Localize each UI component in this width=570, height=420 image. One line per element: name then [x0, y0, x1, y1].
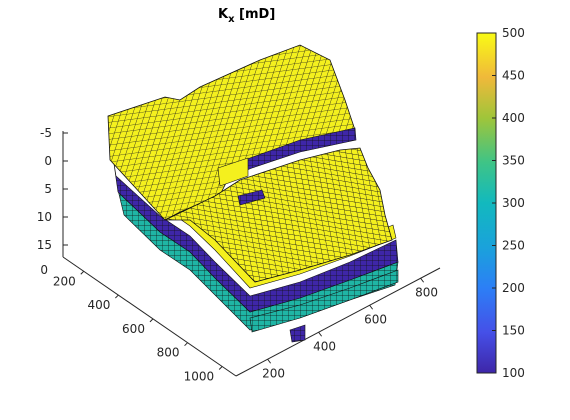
y-tick-label-mark [80, 270, 85, 275]
y-tick-label-mark [149, 318, 154, 323]
x-axis-line [235, 267, 441, 377]
colorbar-tick-label: 100 [502, 366, 525, 380]
x-tick-label: 400 [313, 339, 336, 353]
x-tick-label-mark [267, 358, 272, 364]
x-tick-label-mark [369, 304, 374, 310]
top-surface-south [164, 147, 393, 283]
x-tick-label: 600 [364, 312, 387, 326]
x-tick-label: 800 [415, 285, 438, 299]
colorbar-tick-label: 350 [502, 154, 525, 168]
z-axis-ticks: -5 0 5 10 15 [37, 126, 68, 252]
colorbar-tick-label: 500 [502, 26, 525, 40]
layer-base-notch [289, 324, 306, 343]
y-axis-line [62, 256, 237, 377]
fault-block [217, 157, 249, 187]
colorbar-tick-label: 150 [502, 324, 525, 338]
z-tick-label: 5 [44, 182, 52, 196]
x-tick-label-mark [420, 277, 425, 283]
layer-base [249, 269, 399, 333]
z-tick-label: -5 [40, 126, 52, 140]
z-extra-tick-label: 0 [40, 263, 48, 277]
y-tick-label-mark [184, 342, 188, 347]
fault-strip-small [237, 189, 266, 206]
colorbar-tick-label: 250 [502, 239, 525, 253]
x-axis-ticks: 200 400 600 800 [262, 277, 438, 380]
y-axis-ticks: 200 400 600 800 1000 [53, 270, 223, 383]
z-tick-label: 10 [37, 210, 52, 224]
y-tick-label: 200 [53, 274, 76, 288]
layer-middle [111, 149, 399, 313]
chart-title: Kx [mD] [218, 7, 275, 25]
z-tick-label: 15 [37, 238, 52, 252]
y-tick-label-mark [218, 366, 223, 370]
x-tick-label-mark [318, 331, 323, 337]
y-tick-label-mark [115, 294, 119, 299]
z-tick-label: 0 [44, 154, 52, 168]
colorbar-tick-label: 300 [502, 196, 525, 210]
x-tick-label: 200 [262, 366, 285, 380]
reservoir-model [107, 44, 399, 343]
y-tick-label: 800 [157, 346, 180, 360]
y-tick-label: 1000 [184, 369, 215, 383]
colorbar-ticks: 500 450 400 350 300 250 200 150 100 [492, 26, 525, 380]
colorbar-tick-label: 450 [502, 69, 525, 83]
axes [62, 131, 441, 377]
y-tick-label: 600 [122, 322, 145, 336]
y-tick-label: 400 [87, 298, 110, 312]
colorbar-tick-label: 200 [502, 281, 525, 295]
colorbar-tick-label: 400 [502, 111, 525, 125]
